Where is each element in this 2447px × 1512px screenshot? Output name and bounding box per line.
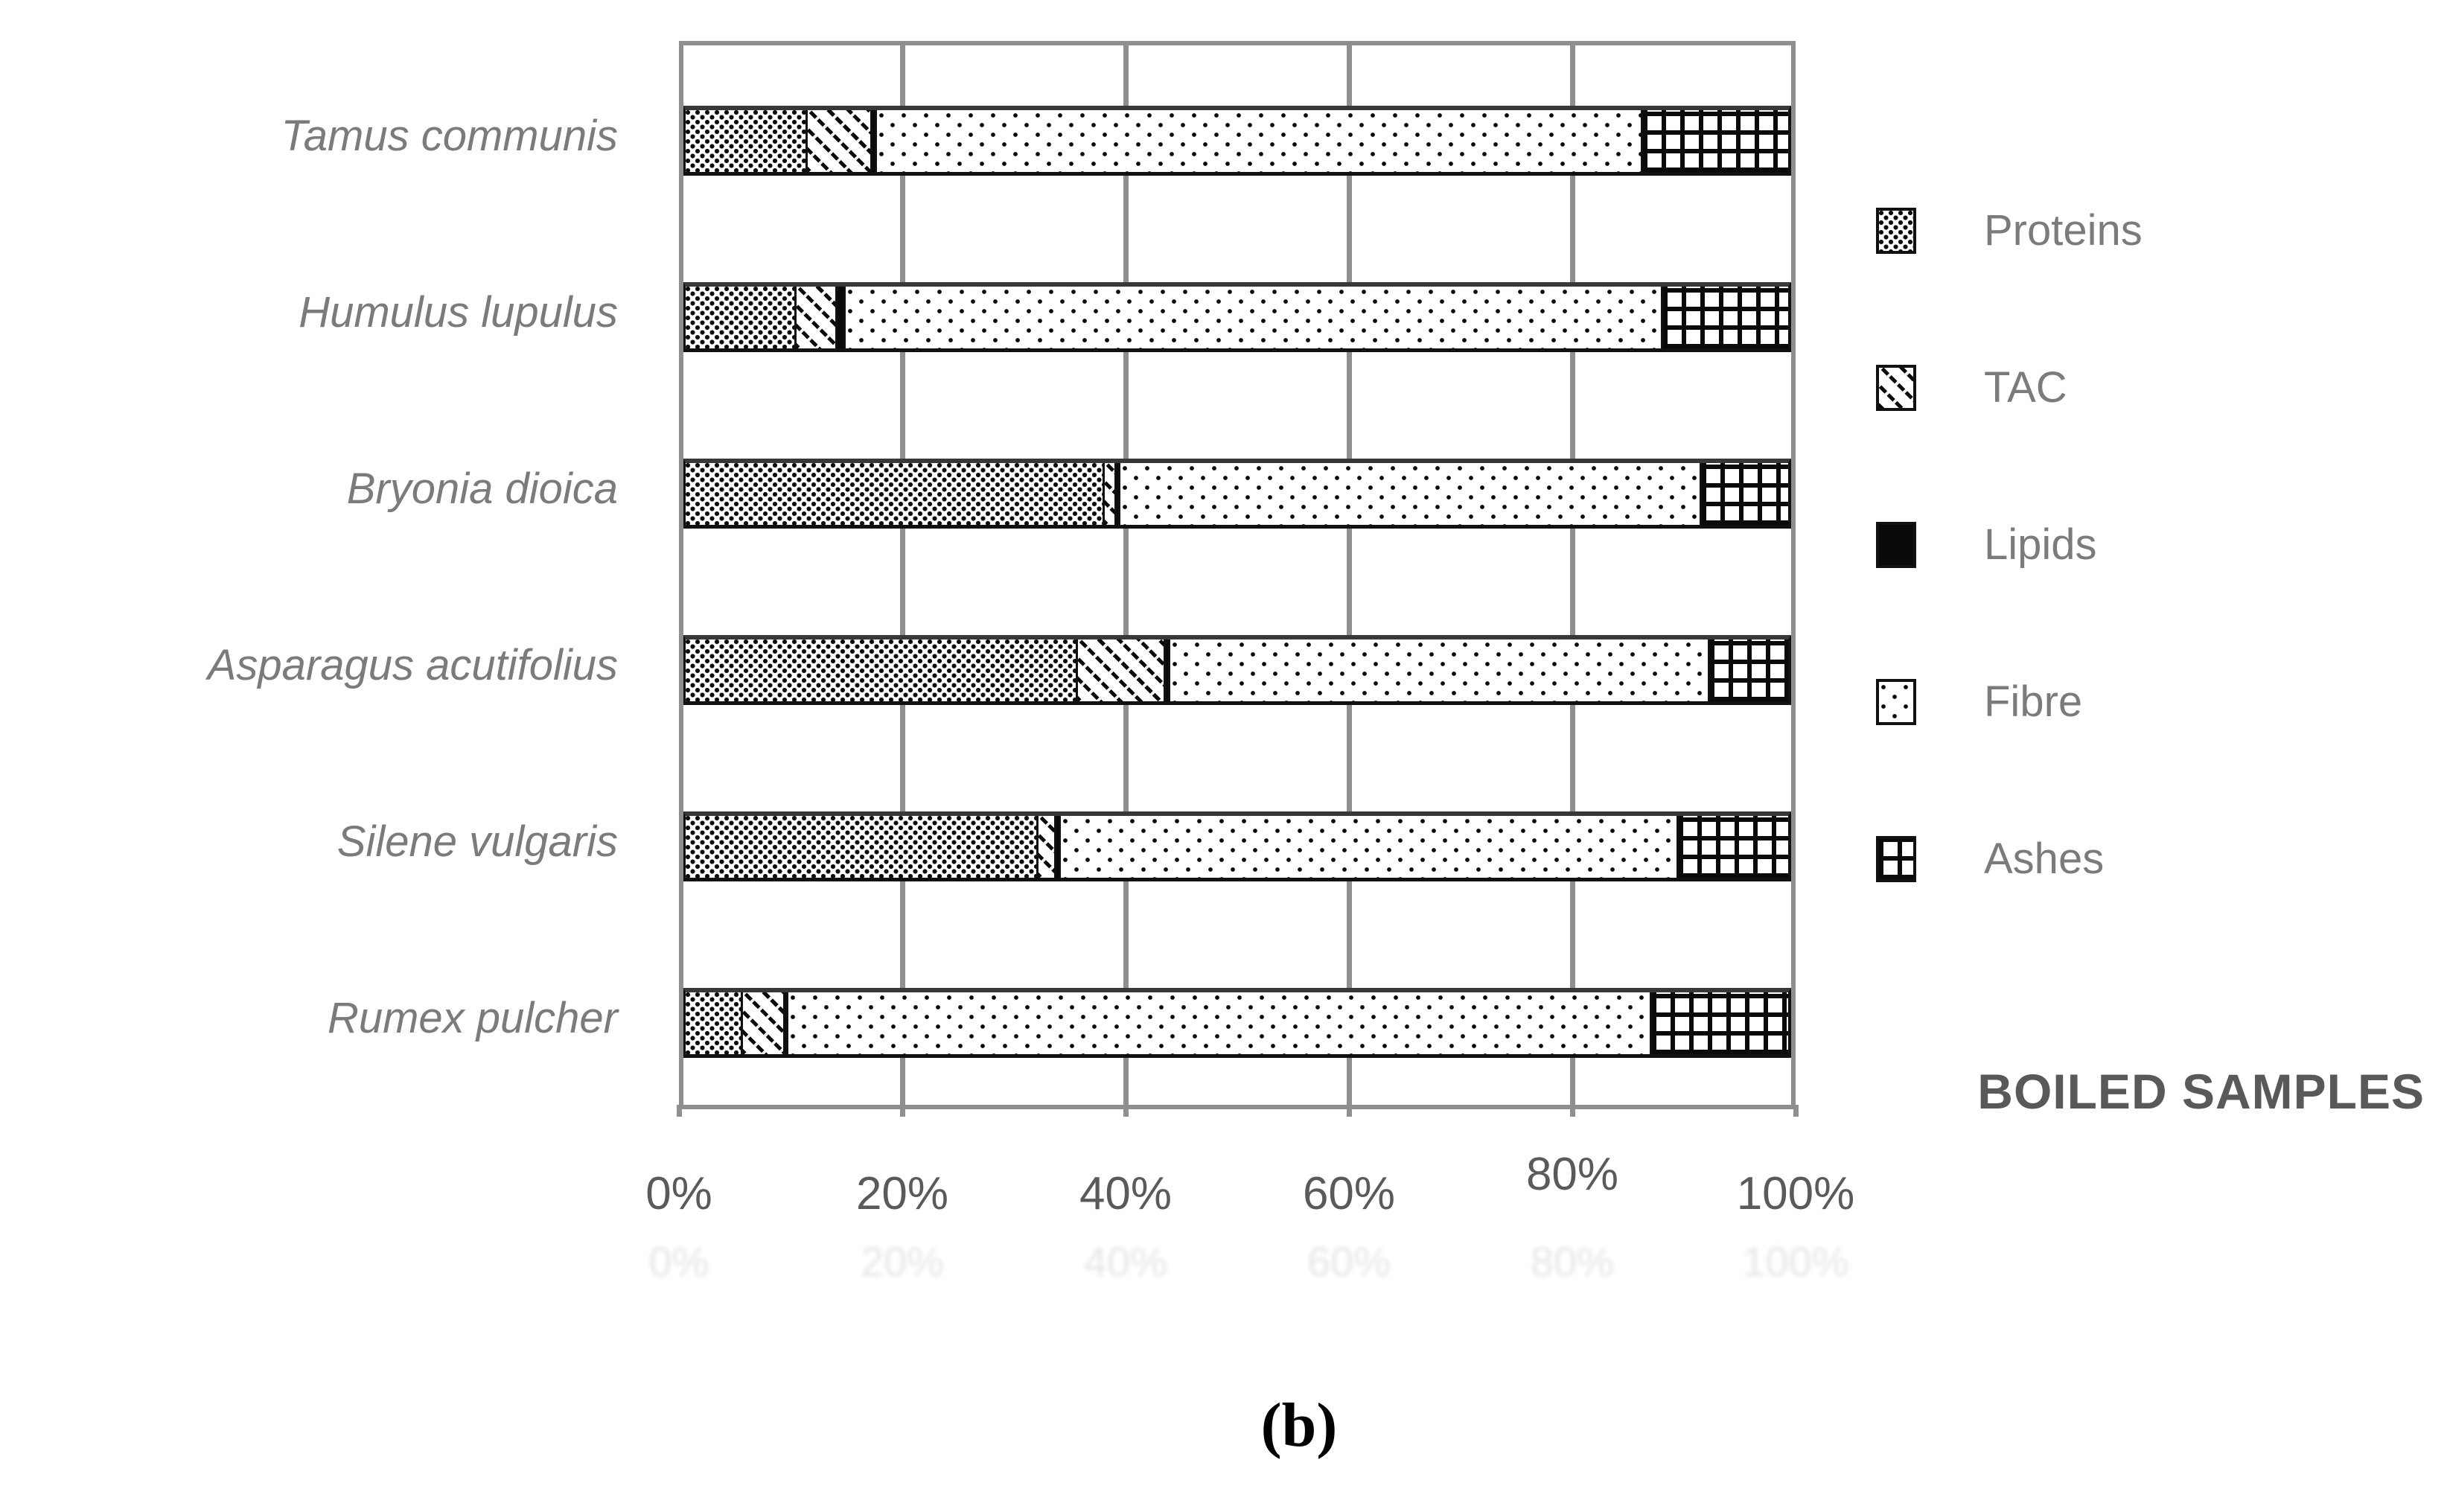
segment-ashes-5 [1676,816,1788,878]
x-tick-ghost-80pct: 80% [1530,1238,1615,1285]
legend-label-proteins: Proteins [1984,206,2143,255]
tick-mark-100 [1793,1105,1799,1117]
gridline-20 [899,41,905,1109]
segment-fibre-3 [1117,463,1700,525]
segment-tac-3 [1102,463,1114,525]
segment-lipids-2 [835,287,843,348]
bar-humulus-lupulus [683,282,1791,352]
plot-area [679,41,1796,1109]
gridline-80 [1569,41,1575,1109]
segment-fibre-4 [1168,639,1708,701]
segment-ashes-6 [1649,992,1788,1054]
x-tick-label-100pct: 100% [1736,1168,1855,1219]
bar-asparagus-acutifolius [683,635,1791,705]
segment-proteins-6 [686,992,741,1054]
legend-label-fibre: Fibre [1984,677,2083,726]
annotation-boiled-samples: BOILED SAMPLES [1977,1064,2425,1119]
legend-label-ashes: Ashes [1984,835,2105,883]
bar-bryonia-dioica [683,459,1791,529]
x-tick-label-40pct: 40% [1079,1168,1173,1219]
segment-lipids-4 [1164,639,1168,701]
legend-label-lipids: Lipids [1984,520,2097,569]
bar-rumex-pulcher [683,988,1791,1058]
segment-fibre-5 [1059,816,1676,878]
category-label-humulus-lupulus: Humulus lupulus [299,288,618,336]
segment-ashes-3 [1700,463,1788,525]
segment-ashes-2 [1660,287,1788,348]
tick-mark-20 [899,1105,905,1117]
legend-swatch-dense-dots-icon [1876,208,1916,254]
x-tick-label-80pct: 80% [1525,1149,1619,1200]
segment-ashes-4 [1707,639,1788,701]
segment-tac-2 [794,287,835,348]
segment-tac-5 [1036,816,1054,878]
x-tick-label-0pct: 0% [645,1168,712,1219]
segment-proteins-4 [686,639,1076,701]
tick-mark-40 [1123,1105,1129,1117]
category-label-rumex-pulcher: Rumex pulcher [327,994,618,1042]
x-tick-ghost-0pct: 0% [648,1238,709,1285]
x-tick-ghost-40pct: 40% [1083,1238,1168,1285]
x-tick-ghost-60pct: 60% [1307,1238,1391,1285]
segment-lipids-5 [1054,816,1059,878]
category-label-tamus-communis: Tamus communis [281,112,618,160]
bar-silene-vulgaris [683,811,1791,881]
legend-label-tac: TAC [1984,363,2067,412]
segment-lipids-1 [870,110,875,172]
category-label-bryonia-dioica: Bryonia dioica [346,465,618,513]
legend-swatch-grid-icon [1876,836,1916,882]
segment-proteins-3 [686,463,1103,525]
gridline-60 [1346,41,1352,1109]
tick-mark-60 [1346,1105,1352,1117]
segment-ashes-1 [1640,110,1788,172]
x-tick-ghost-20pct: 20% [860,1238,945,1285]
x-tick-label-20pct: 20% [855,1168,949,1219]
segment-proteins-1 [686,110,805,172]
segment-proteins-5 [686,816,1036,878]
legend-swatch-sparse-dots-icon [1876,679,1916,725]
segment-lipids-6 [782,992,786,1054]
tick-mark-0 [676,1105,682,1117]
x-tick-ghost-100pct: 100% [1742,1238,1849,1285]
segment-tac-1 [805,110,870,172]
x-tick-label-60pct: 60% [1302,1168,1396,1219]
gridline-40 [1123,41,1129,1109]
legend-swatch-diagonal-hatch-icon [1876,365,1916,411]
segment-fibre-1 [874,110,1641,172]
segment-proteins-2 [686,287,794,348]
legend-swatch-solid-black-icon [1876,522,1916,568]
segment-tac-6 [740,992,783,1054]
segment-tac-4 [1075,639,1164,701]
segment-fibre-6 [786,992,1650,1054]
category-label-asparagus-acutifolius: Asparagus acutifolius [207,641,618,689]
segment-lipids-3 [1114,463,1118,525]
bar-tamus-communis [683,106,1791,176]
category-label-silene-vulgaris: Silene vulgaris [336,817,618,866]
tick-mark-80 [1569,1105,1575,1117]
segment-fibre-2 [843,287,1661,348]
figure-caption: (b) [1260,1391,1338,1460]
